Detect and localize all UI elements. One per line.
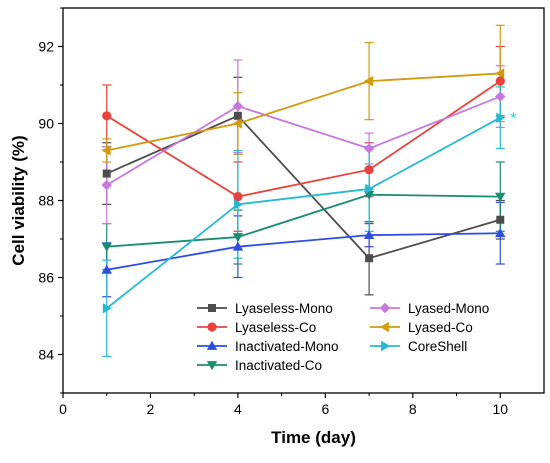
series-0 bbox=[102, 111, 505, 263]
legend-label: CoreShell bbox=[408, 339, 467, 354]
error-bars-4 bbox=[102, 59, 505, 225]
x-tick-label: 0 bbox=[59, 401, 67, 417]
series-5 bbox=[101, 68, 505, 156]
x-tick-label: 6 bbox=[321, 401, 329, 417]
data-point bbox=[496, 215, 505, 224]
series-line bbox=[106, 95, 501, 186]
data-point bbox=[101, 264, 112, 274]
data-point bbox=[365, 183, 375, 195]
y-tick-label: 92 bbox=[38, 39, 54, 55]
legend-item: Lyased-Co bbox=[370, 320, 473, 335]
legend-label: Inactivated-Mono bbox=[235, 339, 339, 354]
data-point bbox=[101, 145, 111, 156]
legend-label: Lyased-Co bbox=[408, 320, 473, 335]
series-line bbox=[106, 72, 501, 152]
data-point bbox=[495, 91, 506, 102]
data-point bbox=[232, 118, 242, 129]
data-point bbox=[232, 233, 244, 243]
legend-label: Lyaseless-Co bbox=[235, 320, 316, 335]
legend-item: CoreShell bbox=[370, 339, 467, 354]
data-point bbox=[495, 228, 506, 238]
series-6 bbox=[102, 112, 506, 314]
error-bars-5 bbox=[102, 24, 505, 163]
data-point bbox=[233, 192, 243, 202]
legend-label: Lyased-Mono bbox=[408, 301, 489, 316]
x-tick-label: 8 bbox=[409, 401, 417, 417]
data-point bbox=[232, 100, 244, 112]
legend-marker bbox=[379, 302, 391, 314]
legend-marker bbox=[206, 340, 218, 350]
x-tick-label: 4 bbox=[234, 401, 242, 417]
series-3 bbox=[101, 190, 506, 252]
x-tick-label: 2 bbox=[147, 401, 155, 417]
legend-marker bbox=[379, 321, 389, 333]
series-line bbox=[106, 80, 501, 198]
data-point bbox=[102, 169, 111, 178]
data-point bbox=[363, 75, 373, 87]
data-point bbox=[365, 254, 374, 263]
data-point bbox=[495, 68, 505, 79]
data-point bbox=[102, 111, 112, 121]
data-point bbox=[496, 112, 506, 123]
y-axis-title: Cell viability (%) bbox=[9, 135, 28, 265]
legend: Lyaseless-Mono Lyaseless-Co Inactivated-Mo… bbox=[197, 301, 489, 373]
legend-item: Inactivated-Co bbox=[197, 358, 322, 373]
legend-label: Inactivated-Co bbox=[235, 358, 322, 373]
series-line bbox=[106, 193, 501, 248]
data-point bbox=[102, 303, 112, 314]
legend-item: Lyaseless-Mono bbox=[197, 301, 333, 316]
plot-frame bbox=[62, 7, 545, 394]
legend-item: Lyased-Mono bbox=[370, 301, 489, 316]
legend-marker bbox=[381, 340, 391, 352]
legend-marker bbox=[207, 322, 217, 332]
data-point bbox=[234, 199, 244, 210]
data-point bbox=[495, 192, 506, 202]
y-tick-label: 90 bbox=[38, 116, 54, 132]
y-tick-label: 86 bbox=[38, 270, 54, 286]
series-4 bbox=[101, 91, 506, 191]
legend-marker bbox=[208, 304, 216, 312]
data-point bbox=[363, 143, 375, 154]
data-point bbox=[232, 241, 244, 251]
y-tick-label: 84 bbox=[38, 347, 54, 363]
x-tick-label: 10 bbox=[492, 401, 508, 417]
series-line bbox=[106, 116, 501, 310]
x-axis-title: Time (day) bbox=[271, 428, 356, 447]
data-point bbox=[233, 111, 242, 120]
legend-item: Lyaseless-Co bbox=[197, 320, 316, 335]
series-2 bbox=[101, 228, 506, 274]
legend-item: Inactivated-Mono bbox=[197, 339, 339, 354]
significance-asterisk: * bbox=[510, 111, 516, 128]
series-line bbox=[106, 114, 501, 260]
series-1 bbox=[102, 76, 505, 202]
data-point bbox=[101, 179, 112, 191]
data-point bbox=[363, 229, 375, 240]
series-line bbox=[106, 232, 501, 271]
legend-label: Lyaseless-Mono bbox=[235, 301, 333, 316]
legend-marker bbox=[206, 361, 218, 371]
data-point bbox=[364, 165, 374, 175]
y-tick-label: 88 bbox=[38, 193, 54, 209]
data-point bbox=[101, 242, 112, 252]
data-point bbox=[495, 76, 505, 86]
